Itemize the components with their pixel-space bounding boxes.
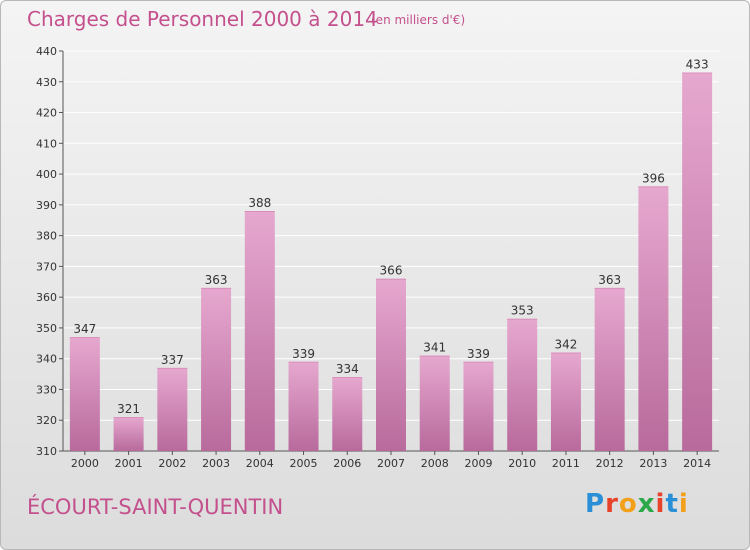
data-label: 353 <box>511 304 534 318</box>
x-tick-label: 2006 <box>333 457 361 470</box>
logo-letter: i <box>678 489 689 519</box>
logo-letter: t <box>665 489 679 519</box>
bar <box>332 377 363 451</box>
y-tick-label: 320 <box>36 414 57 427</box>
x-tick-label: 2010 <box>508 457 536 470</box>
x-tick-label: 2002 <box>158 457 186 470</box>
bar <box>244 211 275 451</box>
x-tick-label: 2009 <box>464 457 492 470</box>
x-tick-label: 2008 <box>421 457 449 470</box>
x-tick-label: 2013 <box>639 457 667 470</box>
data-label: 339 <box>292 347 315 361</box>
bar <box>113 417 144 451</box>
proxiti-logo[interactable]: Proxiti <box>585 489 689 519</box>
y-tick-label: 420 <box>36 107 57 120</box>
bar <box>157 367 188 451</box>
x-tick-label: 2007 <box>377 457 405 470</box>
bar <box>419 355 450 451</box>
chart-subtitle: (en milliers d'€) <box>371 13 466 27</box>
bar <box>288 361 319 451</box>
x-tick-label: 2003 <box>202 457 230 470</box>
bars <box>69 72 713 452</box>
y-tick-label: 370 <box>36 260 57 273</box>
y-tick-label: 440 <box>36 45 57 58</box>
y-tick-label: 380 <box>36 230 57 243</box>
y-tick-label: 330 <box>36 383 57 396</box>
data-label: 433 <box>686 58 709 72</box>
commune-name: ÉCOURT-SAINT-QUENTIN <box>27 495 284 519</box>
logo-letter: i <box>655 489 666 519</box>
bar <box>594 287 625 451</box>
logo-letter: x <box>637 489 656 519</box>
bar <box>507 318 538 451</box>
bar <box>463 361 494 451</box>
x-tick-label: 2005 <box>290 457 318 470</box>
x-tick-label: 2000 <box>71 457 99 470</box>
data-label: 334 <box>336 362 359 376</box>
labels: 2000 347 2001 321 2002 337 2003 363 2004 388 2005 3… <box>71 58 711 470</box>
x-tick-label: 2004 <box>246 457 274 470</box>
data-label: 341 <box>423 341 446 355</box>
data-label: 363 <box>598 273 621 287</box>
logo-letter: o <box>618 489 638 519</box>
y-tick-label: 310 <box>36 445 57 458</box>
data-label: 366 <box>380 264 403 278</box>
bar <box>638 186 669 451</box>
y-tick-label: 360 <box>36 291 57 304</box>
y-tick-label: 390 <box>36 199 57 212</box>
x-tick-label: 2001 <box>115 457 143 470</box>
data-label: 337 <box>161 353 184 367</box>
data-label: 342 <box>554 338 577 352</box>
y-tick-label: 340 <box>36 353 57 366</box>
bar <box>682 72 713 452</box>
data-label: 347 <box>73 322 96 336</box>
data-label: 363 <box>205 273 228 287</box>
bar <box>550 352 581 451</box>
logo-letter: P <box>585 489 606 519</box>
chart-title: Charges de Personnel 2000 à 2014 <box>27 7 378 31</box>
x-tick-label: 2011 <box>552 457 580 470</box>
data-label: 339 <box>467 347 490 361</box>
y-tick-label: 430 <box>36 76 57 89</box>
y-tick-label: 410 <box>36 137 57 150</box>
x-tick-label: 2014 <box>683 457 711 470</box>
y-tick-label: 400 <box>36 168 57 181</box>
data-label: 321 <box>117 402 140 416</box>
bar <box>376 278 406 451</box>
logo-letter: r <box>605 489 619 519</box>
x-tick-label: 2012 <box>596 457 624 470</box>
data-label: 388 <box>248 196 271 210</box>
bar <box>201 287 232 451</box>
y-tick-label: 350 <box>36 322 57 335</box>
data-label: 396 <box>642 171 665 185</box>
bar <box>69 337 100 451</box>
